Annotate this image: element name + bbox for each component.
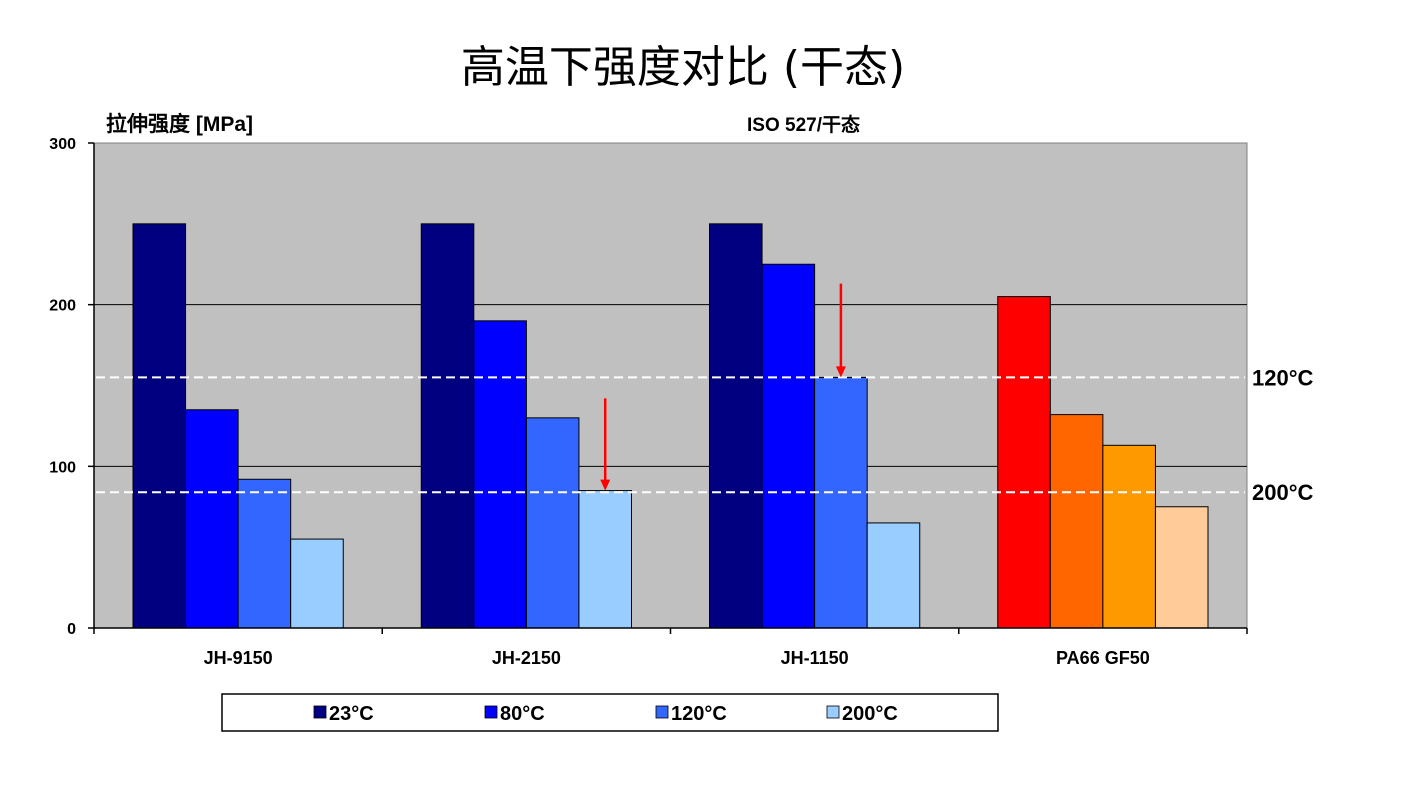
legend-label: 120°C bbox=[671, 703, 727, 725]
legend-label: 200°C bbox=[842, 703, 898, 725]
category-label-jh-9150: JH-9150 bbox=[204, 648, 273, 668]
bar-jh-2150-23-c bbox=[420, 223, 475, 629]
reference-line-label-200-c: 200°C bbox=[1252, 480, 1314, 505]
bar-pa66-gf50-200-c bbox=[1154, 506, 1209, 629]
legend-swatch bbox=[826, 705, 840, 719]
bar-jh-9150-120-c bbox=[237, 478, 292, 629]
y-axis-label: 拉伸强度 [MPa] bbox=[106, 112, 253, 136]
legend-item-80-c: 80°C bbox=[484, 703, 545, 725]
legend-label: 23°C bbox=[329, 703, 374, 725]
arrow-annotation-0 bbox=[600, 398, 611, 491]
legend: 23°C 80°C 120°C 200°C bbox=[221, 693, 999, 732]
category-label-jh-1150: JH-1150 bbox=[781, 648, 849, 668]
annotations-layer bbox=[600, 283, 846, 491]
category-label-jh-2150: JH-2150 bbox=[492, 648, 561, 668]
legend-swatch bbox=[655, 705, 669, 719]
y-tick-label-300: 300 bbox=[49, 136, 76, 153]
legend-item-120-c: 120°C bbox=[655, 703, 727, 725]
arrow-annotation-1 bbox=[835, 283, 846, 378]
y-tick-label-0: 0 bbox=[67, 621, 76, 638]
legend-label: 80°C bbox=[500, 703, 545, 725]
bar-pa66-gf50-80-c bbox=[1049, 414, 1104, 629]
y-tick-label-200: 200 bbox=[49, 298, 76, 315]
legend-box bbox=[221, 693, 999, 732]
bar-pa66-gf50-23-c bbox=[997, 296, 1051, 629]
bar-jh-1150-80-c bbox=[761, 263, 816, 629]
bar-jh-1150-200-c bbox=[866, 522, 921, 629]
legend-item-23-c: 23°C bbox=[313, 703, 374, 725]
axes-layer: 0 100 200 300 JH-9150 JH-2150 JH-1150 PA66 GF50 bbox=[49, 136, 1248, 668]
bars-layer bbox=[132, 223, 1209, 629]
chart-subtitle: ISO 527/干态 bbox=[747, 113, 860, 136]
legend-item-200-c: 200°C bbox=[826, 703, 898, 725]
bar-jh-9150-23-c bbox=[132, 223, 187, 629]
arrow-head bbox=[835, 366, 846, 378]
legend-swatch bbox=[484, 705, 498, 719]
bar-jh-2150-120-c bbox=[525, 417, 580, 629]
chart-title: 高温下强度对比 (干态) bbox=[461, 42, 905, 93]
bar-jh-1150-120-c bbox=[814, 376, 868, 629]
legend-swatch bbox=[313, 705, 327, 719]
reference-line-label-120-c: 120°C bbox=[1252, 365, 1314, 390]
bar-jh-2150-80-c bbox=[473, 320, 527, 629]
bar-pa66-gf50-120-c bbox=[1102, 444, 1156, 629]
arrow-head bbox=[600, 479, 611, 491]
bar-jh-1150-23-c bbox=[709, 223, 763, 629]
bar-jh-9150-80-c bbox=[185, 409, 239, 629]
reference-lines-layer: 120°C 200°C bbox=[82, 365, 1314, 505]
bar-jh-9150-200-c bbox=[290, 538, 344, 629]
y-tick-label-100: 100 bbox=[49, 459, 76, 476]
bar-jh-2150-200-c bbox=[578, 490, 632, 629]
category-label-pa66-gf50: PA66 GF50 bbox=[1056, 648, 1150, 668]
